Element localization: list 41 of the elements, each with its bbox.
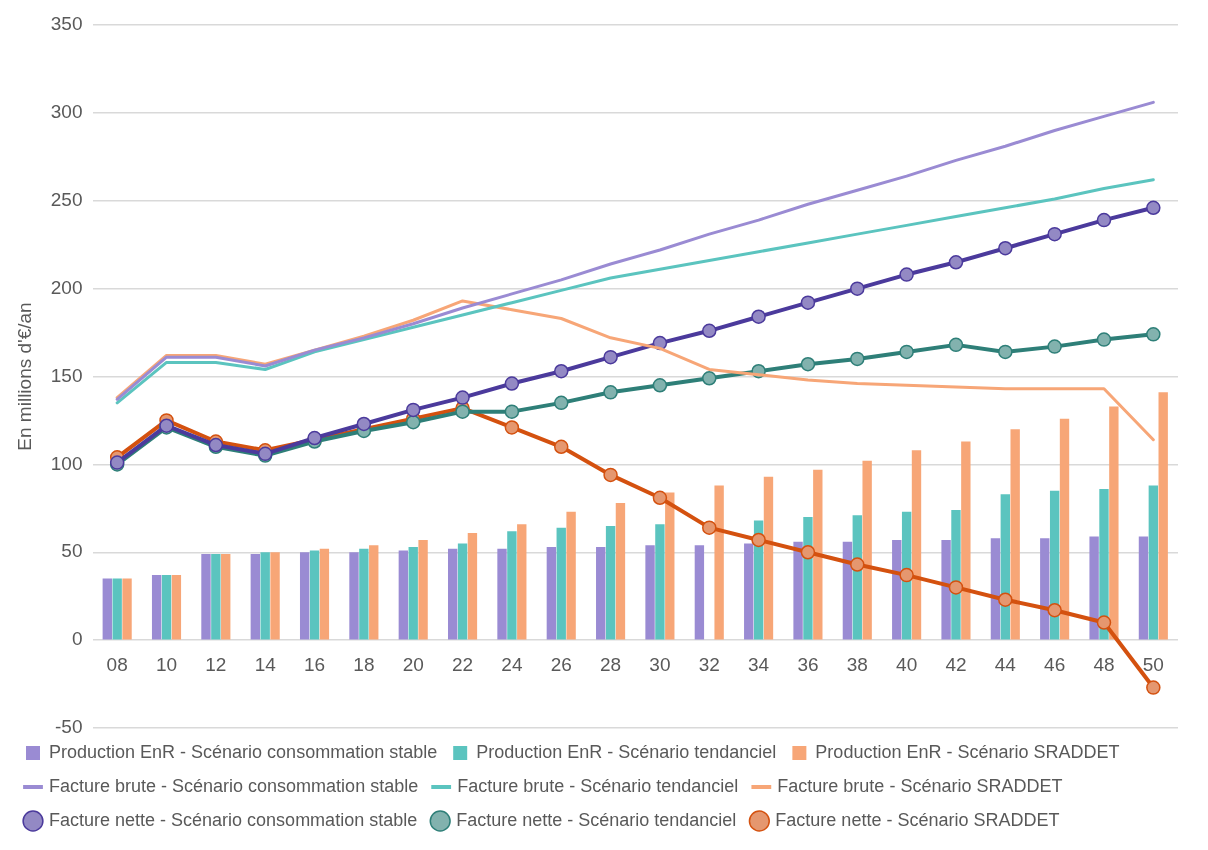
y-axis-title: En millions d'€/an [13, 302, 35, 451]
legend-label: Facture brute - Scénario SRADDET [777, 775, 1063, 796]
x-tick-label: 30 [649, 653, 671, 675]
x-tick-label: 16 [303, 653, 326, 675]
y-tick-label: 50 [61, 540, 83, 562]
legend-label: Production EnR - Scénario consommation stable [49, 741, 438, 762]
x-tick-label: 14 [254, 653, 277, 675]
x-tick-label: 34 [748, 653, 770, 675]
legend-label: Facture nette - Scénario SRADDET [775, 809, 1060, 830]
x-tick-label: 50 [1142, 653, 1164, 675]
x-tick-label: 24 [501, 653, 523, 675]
x-tick-label: 20 [402, 653, 424, 675]
x-tick-label: 22 [451, 653, 474, 675]
y-tick-label: 300 [50, 101, 83, 123]
x-tick-label: 26 [550, 653, 572, 675]
y-tick-label: 200 [50, 276, 83, 298]
y-tick-label: 0 [71, 628, 83, 650]
x-tick-label: 32 [698, 653, 720, 675]
x-tick-label: 18 [353, 653, 375, 675]
legend-label: Facture brute - Scénario tendanciel [457, 775, 739, 796]
legend-label: Production EnR - Scénario tendanciel [476, 741, 777, 762]
x-tick-label: 10 [155, 653, 178, 675]
x-tick-label: 28 [600, 653, 622, 675]
legend-label: Production EnR - Scénario SRADDET [815, 741, 1120, 762]
y-tick-label: 150 [50, 364, 83, 386]
legend-label: Facture nette - Scénario tendanciel [456, 809, 737, 830]
x-tick-label: 48 [1093, 653, 1115, 675]
x-tick-label: 08 [106, 653, 128, 675]
x-tick-label: 12 [205, 653, 227, 675]
x-tick-label: 36 [797, 653, 819, 675]
x-tick-label: 42 [945, 653, 967, 675]
x-tick-label: 44 [994, 653, 1017, 675]
x-tick-label: 46 [1044, 653, 1066, 675]
y-tick-label: 100 [50, 452, 83, 474]
y-tick-label: 250 [50, 188, 83, 210]
legend-label: Facture nette - Scénario consommation stable [49, 809, 418, 830]
y-tick-label: 350 [50, 13, 83, 35]
y-tick-label: -50 [55, 716, 83, 738]
x-tick-label: 40 [896, 653, 918, 675]
x-tick-label: 38 [846, 653, 868, 675]
legend-label: Facture brute - Scénario consommation stable [49, 775, 419, 796]
